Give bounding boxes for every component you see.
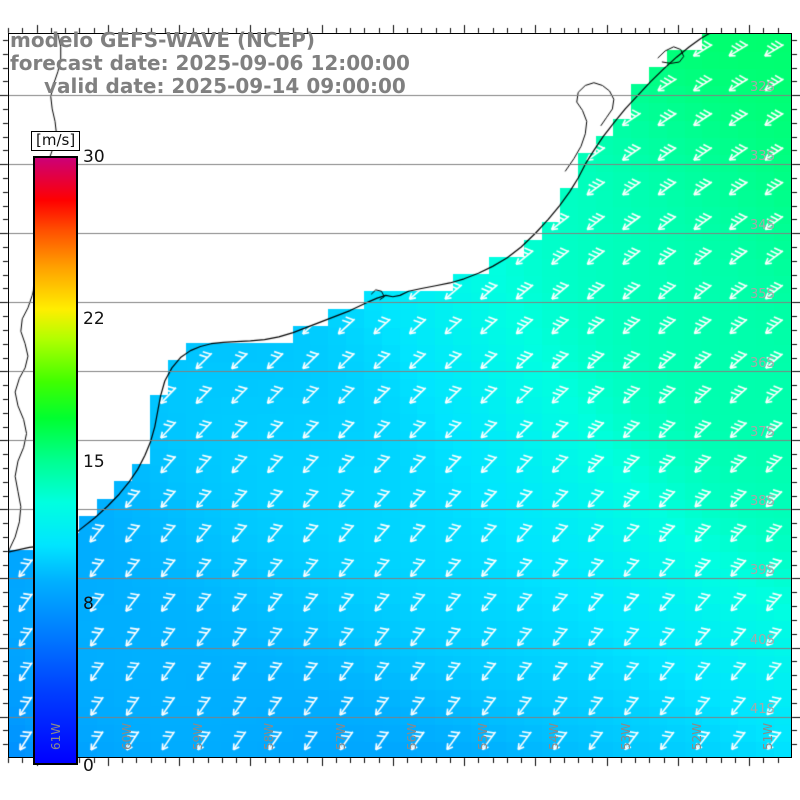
longitude-label-54W: 54W	[547, 722, 562, 750]
longitude-label-55W: 55W	[476, 722, 491, 750]
latitude-label-37S: 37S	[750, 425, 775, 441]
latitude-label-33S: 33S	[750, 149, 775, 165]
valid-date-label: valid date: 2025-09-14 09:00:00	[44, 74, 406, 98]
latitude-label-38S: 38S	[750, 494, 775, 510]
latitude-label-32S: 32S	[750, 80, 775, 96]
longitude-label-53W: 53W	[618, 722, 633, 750]
colorbar-tick-0: 0	[83, 756, 94, 776]
latitude-label-36S: 36S	[750, 356, 775, 372]
colorbar	[33, 156, 78, 765]
latitude-label-39S: 39S	[750, 563, 775, 579]
colorbar-tick-15: 15	[83, 451, 105, 472]
latitude-label-35S: 35S	[750, 287, 775, 303]
latitude-label-41S: 41S	[750, 701, 775, 717]
longitude-label-51W: 51W	[761, 722, 776, 750]
colorbar-tick-8: 8	[83, 593, 94, 614]
longitude-label-52W: 52W	[689, 722, 704, 750]
colorbar-unit-label: [m/s]	[31, 131, 81, 151]
longitude-label-61W: 61W	[48, 722, 63, 750]
colorbar-tick-22: 22	[83, 309, 105, 330]
longitude-label-59W: 59W	[191, 722, 206, 750]
plot-area	[8, 33, 792, 758]
colorbar-gradient	[35, 158, 76, 763]
longitude-label-56W: 56W	[404, 722, 419, 750]
forecast-date-label: forecast date: 2025-09-06 12:00:00	[10, 51, 410, 75]
longitude-label-57W: 57W	[333, 722, 348, 750]
latitude-label-40S: 40S	[750, 632, 775, 648]
longitude-label-58W: 58W	[262, 722, 277, 750]
page-title: modelo GEFS-WAVE (NCEP)	[10, 28, 315, 52]
coastline-and-grid-canvas	[8, 33, 792, 758]
latitude-label-34S: 34S	[750, 218, 775, 234]
colorbar-tick-30: 30	[83, 147, 105, 167]
longitude-label-60W: 60W	[119, 722, 134, 750]
